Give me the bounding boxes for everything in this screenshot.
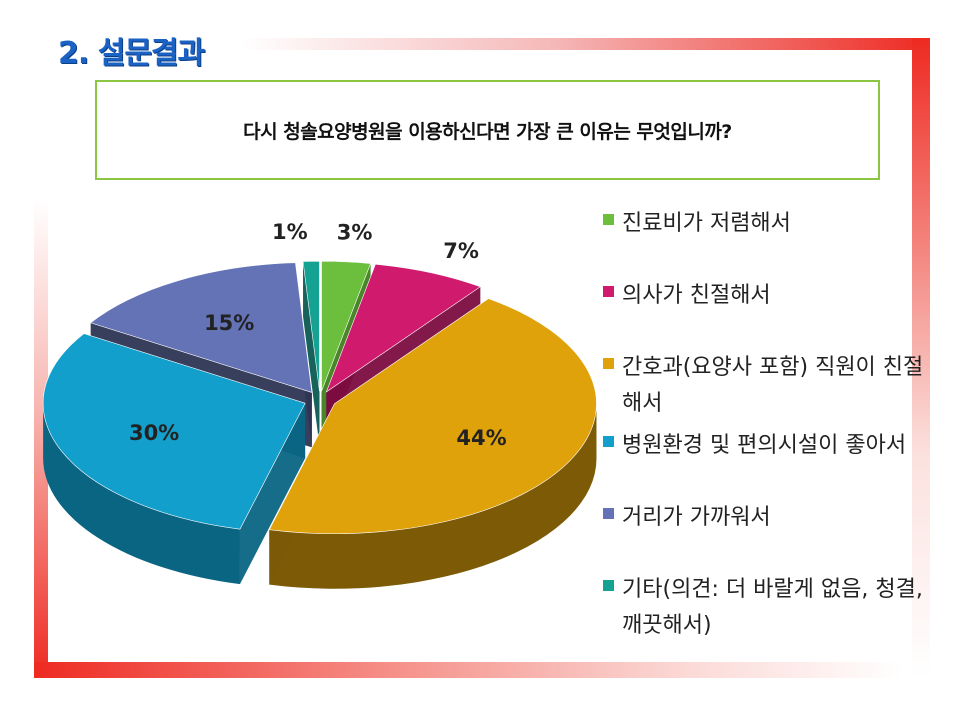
- legend-swatch-distance: [603, 508, 614, 519]
- pie-top-doctor: [325, 263, 482, 393]
- pie-top-distance: [90, 262, 313, 393]
- legend-label-cost: 진료비가 저렴해서: [622, 211, 791, 236]
- pie-slice-other: [302, 260, 320, 447]
- pie-top-other: [302, 260, 320, 392]
- legend-label-doctor: 의사가 친절해서: [622, 283, 771, 308]
- frame-left-bar: [34, 200, 48, 678]
- legend-swatch-other: [603, 580, 614, 591]
- legend-label-facility: 병원환경 및 편의시설이 좋아서: [622, 433, 907, 458]
- legend-item-cost: 진료비가 저렴해서: [600, 206, 930, 242]
- legend-swatch-nurse: [603, 358, 614, 369]
- legend-swatch-facility: [603, 436, 614, 447]
- question-box: 다시 청솔요양병원을 이용하신다면 가장 큰 이유는 무엇입니까?: [95, 80, 880, 180]
- legend-swatch-doctor: [603, 286, 614, 297]
- pie-slice-nurse: [268, 298, 597, 589]
- legend-item-distance: 거리가 가까워서: [600, 500, 930, 536]
- data-label-facility: 30%: [129, 421, 179, 445]
- pie-top-facility: [42, 333, 306, 530]
- question-text: 다시 청솔요양병원을 이용하신다면 가장 큰 이유는 무엇입니까?: [243, 120, 732, 143]
- legend-swatch-cost: [603, 214, 614, 225]
- data-label-distance: 15%: [204, 311, 254, 335]
- pie-side-facility: [43, 403, 240, 585]
- pie-side-nurse: [269, 403, 597, 589]
- pie-cut-face-other-0: [303, 261, 320, 447]
- data-label-other: 1%: [272, 220, 308, 244]
- data-label-cost: 3%: [337, 221, 373, 245]
- slide-title: 2. 설문결과: [58, 36, 205, 71]
- frame-right-bar: [912, 38, 930, 678]
- legend-label-nurse: 간호과(요양사 포함) 직원이 친절해서: [622, 355, 924, 416]
- legend-label-other: 기타(의견: 더 바랄게 없음, 청결, 깨끗해서): [622, 577, 923, 638]
- pie-top-nurse: [268, 298, 597, 535]
- legend-item-other: 기타(의견: 더 바랄게 없음, 청결, 깨끗해서): [600, 572, 930, 644]
- data-label-nurse: 44%: [456, 426, 506, 450]
- frame-top-bar: [240, 38, 930, 50]
- pie-slice-facility: [42, 333, 306, 585]
- legend-item-doctor: 의사가 친절해서: [600, 278, 930, 314]
- data-label-doctor: 7%: [443, 239, 479, 263]
- legend-label-distance: 거리가 가까워서: [622, 505, 771, 530]
- pie-top-cost: [321, 260, 372, 392]
- legend-item-nurse: 간호과(요양사 포함) 직원이 친절해서: [600, 350, 930, 422]
- legend-item-facility: 병원환경 및 편의시설이 좋아서: [600, 428, 930, 464]
- frame-bottom-bar: [34, 662, 904, 678]
